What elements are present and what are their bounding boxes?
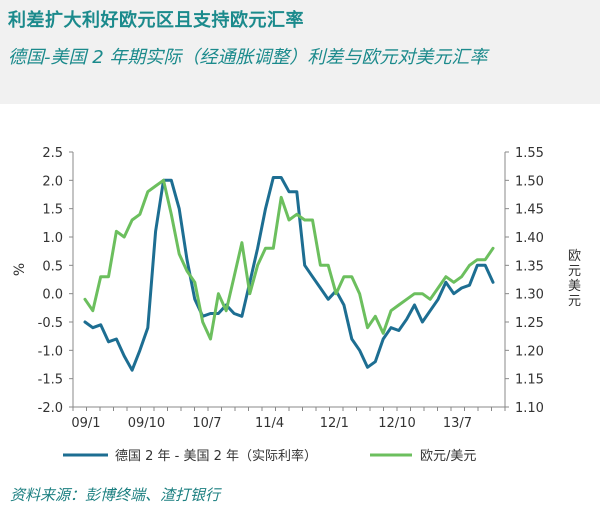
right-tick-label: 1.10 xyxy=(515,401,544,416)
right-tick-label: 1.50 xyxy=(515,174,544,189)
x-tick-label: 09/10 xyxy=(128,416,165,431)
x-tick-label: 13/7 xyxy=(443,416,472,431)
left-tick-label: 2.5 xyxy=(42,146,63,161)
chart-legend: 德国 2 年 - 美国 2 年（实际利率） 欧元/美元 xyxy=(63,448,476,464)
right-tick-label: 1.30 xyxy=(515,288,544,303)
right-tick-label: 1.15 xyxy=(515,373,544,388)
right-tick-label: 1.40 xyxy=(515,231,544,246)
right-tick-label: 1.45 xyxy=(515,203,544,218)
x-tick-label: 12/10 xyxy=(378,416,415,431)
left-tick-label: 1.5 xyxy=(42,203,63,218)
left-tick-label: 2.0 xyxy=(42,174,63,189)
right-tick-label: 1.25 xyxy=(515,316,544,331)
page-subtitle: 德国-美国 2 年期实际（经通胀调整）利差与欧元对美元汇率 xyxy=(8,47,488,68)
chart-axes: 2.5 2.0 1.5 1.0 0.5 0.0 -0.5 -1.0 -1.5 -2.0 1.55 1.… xyxy=(12,146,581,431)
x-tick-label: 12/1 xyxy=(320,416,349,431)
right-tick-label: 1.35 xyxy=(515,259,544,274)
legend-label: 德国 2 年 - 美国 2 年（实际利率） xyxy=(115,448,317,464)
chart-series xyxy=(83,176,495,372)
line-chart: 2.5 2.0 1.5 1.0 0.5 0.0 -0.5 -1.0 -1.5 -2.0 1.55 1.… xyxy=(12,146,581,464)
left-tick-label: -0.5 xyxy=(38,316,63,331)
x-tick-label: 10/7 xyxy=(192,416,221,431)
left-tick-label: 0.0 xyxy=(42,288,63,303)
source-note: 资料来源：彭博终端、渣打银行 xyxy=(10,486,221,504)
left-tick-label: 1.0 xyxy=(42,231,63,246)
x-tick-label: 09/1 xyxy=(71,416,100,431)
right-tick-label: 1.55 xyxy=(515,146,544,161)
x-tick-label: 11/4 xyxy=(255,416,284,431)
left-tick-label: 0.5 xyxy=(42,259,63,274)
legend-label: 欧元/美元 xyxy=(420,449,476,464)
right-axis-title: 欧元美元 xyxy=(568,249,581,309)
left-tick-label: -1.0 xyxy=(38,344,63,359)
series-line-rate-spread xyxy=(83,176,495,372)
right-tick-label: 1.20 xyxy=(515,344,544,359)
left-tick-label: -2.0 xyxy=(38,401,63,416)
series-line-eurusd xyxy=(83,178,495,341)
left-tick-label: -1.5 xyxy=(38,373,63,388)
page-title: 利差扩大利好欧元区且支持欧元汇率 xyxy=(8,10,304,31)
left-axis-title: % xyxy=(12,263,28,276)
header-band: 利差扩大利好欧元区且支持欧元汇率 德国-美国 2 年期实际（经通胀调整）利差与欧… xyxy=(0,0,600,104)
